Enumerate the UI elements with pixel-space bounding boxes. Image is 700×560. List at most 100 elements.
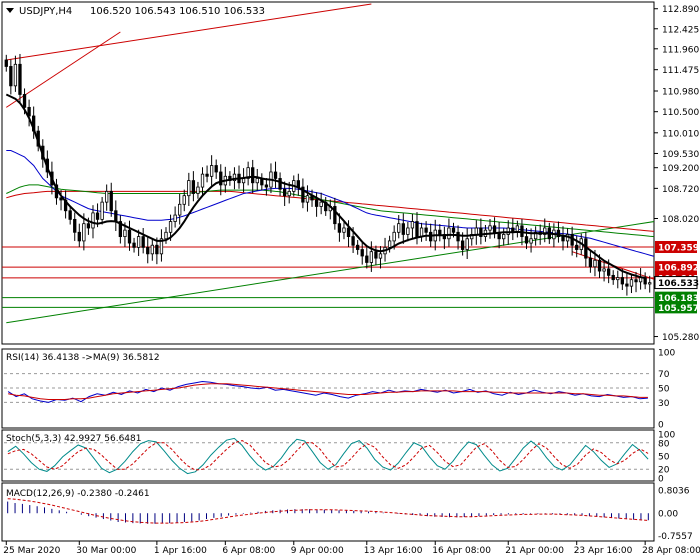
candle[interactable] — [91, 212, 95, 229]
candle[interactable] — [13, 63, 18, 87]
candle[interactable] — [305, 195, 310, 203]
candle[interactable] — [118, 221, 123, 238]
candle[interactable] — [200, 173, 205, 188]
candle[interactable] — [109, 190, 113, 212]
candle[interactable] — [369, 251, 374, 263]
candle[interactable] — [136, 236, 141, 248]
candle[interactable] — [374, 251, 378, 259]
candle[interactable] — [625, 283, 629, 287]
candle[interactable] — [602, 268, 606, 272]
candle[interactable] — [187, 180, 191, 197]
candle[interactable] — [378, 253, 383, 259]
candle[interactable] — [4, 59, 8, 67]
candle[interactable] — [506, 227, 510, 235]
candle[interactable] — [410, 221, 415, 229]
candle[interactable] — [86, 223, 91, 229]
candle[interactable] — [196, 186, 200, 194]
candle[interactable] — [629, 279, 634, 287]
candle[interactable] — [337, 223, 342, 233]
candle[interactable] — [141, 236, 145, 248]
candle[interactable] — [415, 221, 419, 238]
candle[interactable] — [82, 223, 86, 242]
candle[interactable] — [634, 279, 638, 283]
candle[interactable] — [18, 63, 22, 95]
candle[interactable] — [465, 238, 469, 250]
candle[interactable] — [68, 210, 72, 220]
candle[interactable] — [209, 165, 214, 177]
candle[interactable] — [22, 94, 27, 108]
candle[interactable] — [593, 259, 597, 268]
candle[interactable] — [529, 238, 533, 244]
candle[interactable] — [606, 268, 611, 276]
trendline[interactable] — [571, 251, 668, 284]
candle[interactable] — [520, 225, 524, 238]
candle[interactable] — [365, 255, 369, 263]
rsi-plot-area[interactable] — [4, 373, 652, 403]
candle[interactable] — [105, 190, 109, 203]
candle[interactable] — [246, 167, 250, 179]
stoch-plot-area[interactable] — [4, 437, 652, 475]
candle[interactable] — [59, 197, 63, 201]
candle[interactable] — [146, 246, 150, 255]
candle[interactable] — [159, 238, 164, 255]
candle[interactable] — [474, 227, 478, 235]
candle[interactable] — [648, 282, 652, 285]
candle[interactable] — [616, 277, 620, 281]
candle[interactable] — [346, 227, 351, 238]
candle[interactable] — [351, 236, 355, 246]
candle[interactable] — [9, 66, 13, 87]
candle[interactable] — [232, 173, 237, 182]
candle[interactable] — [524, 236, 529, 244]
candle[interactable] — [488, 225, 492, 231]
candle[interactable] — [150, 244, 154, 255]
candle[interactable] — [419, 227, 424, 238]
candle[interactable] — [556, 229, 561, 238]
candle[interactable] — [438, 229, 442, 235]
candle[interactable] — [273, 171, 278, 179]
candle[interactable] — [182, 195, 186, 205]
candle[interactable] — [575, 244, 579, 250]
candle[interactable] — [164, 231, 168, 240]
macd-plot-area[interactable] — [7, 498, 649, 524]
candle[interactable] — [397, 223, 401, 233]
candle[interactable] — [219, 171, 223, 186]
candle[interactable] — [356, 244, 360, 250]
candle[interactable] — [543, 227, 547, 235]
candle[interactable] — [451, 227, 456, 233]
candle[interactable] — [424, 227, 428, 233]
candle[interactable] — [100, 201, 104, 220]
candle[interactable] — [264, 184, 269, 188]
candle[interactable] — [597, 259, 602, 272]
candle[interactable] — [282, 188, 287, 197]
candle[interactable] — [479, 227, 483, 238]
candle[interactable] — [301, 186, 305, 203]
candle[interactable] — [392, 231, 396, 242]
trendline[interactable] — [6, 3, 372, 61]
candle[interactable] — [333, 206, 337, 225]
candle[interactable] — [447, 227, 451, 240]
candle[interactable] — [114, 210, 118, 222]
candle[interactable] — [205, 173, 209, 177]
candle[interactable] — [127, 229, 132, 244]
candle[interactable] — [191, 180, 196, 194]
candle[interactable] — [178, 203, 182, 216]
candle[interactable] — [502, 234, 506, 240]
candle[interactable] — [168, 221, 173, 233]
candle[interactable] — [588, 257, 593, 268]
candle[interactable] — [319, 201, 323, 207]
candle[interactable] — [132, 242, 136, 248]
candle[interactable] — [456, 231, 460, 242]
candle[interactable] — [123, 229, 127, 238]
candle[interactable] — [314, 199, 319, 207]
candle[interactable] — [401, 223, 405, 235]
candle[interactable] — [251, 167, 255, 184]
candle[interactable] — [620, 277, 624, 285]
candle[interactable] — [342, 227, 346, 233]
candle[interactable] — [278, 178, 282, 190]
candle[interactable] — [77, 231, 81, 242]
main-plot-area[interactable] — [2, 3, 668, 324]
candle[interactable] — [214, 165, 218, 173]
candle[interactable] — [255, 178, 259, 184]
candle[interactable] — [73, 218, 77, 233]
candle[interactable] — [296, 180, 300, 188]
